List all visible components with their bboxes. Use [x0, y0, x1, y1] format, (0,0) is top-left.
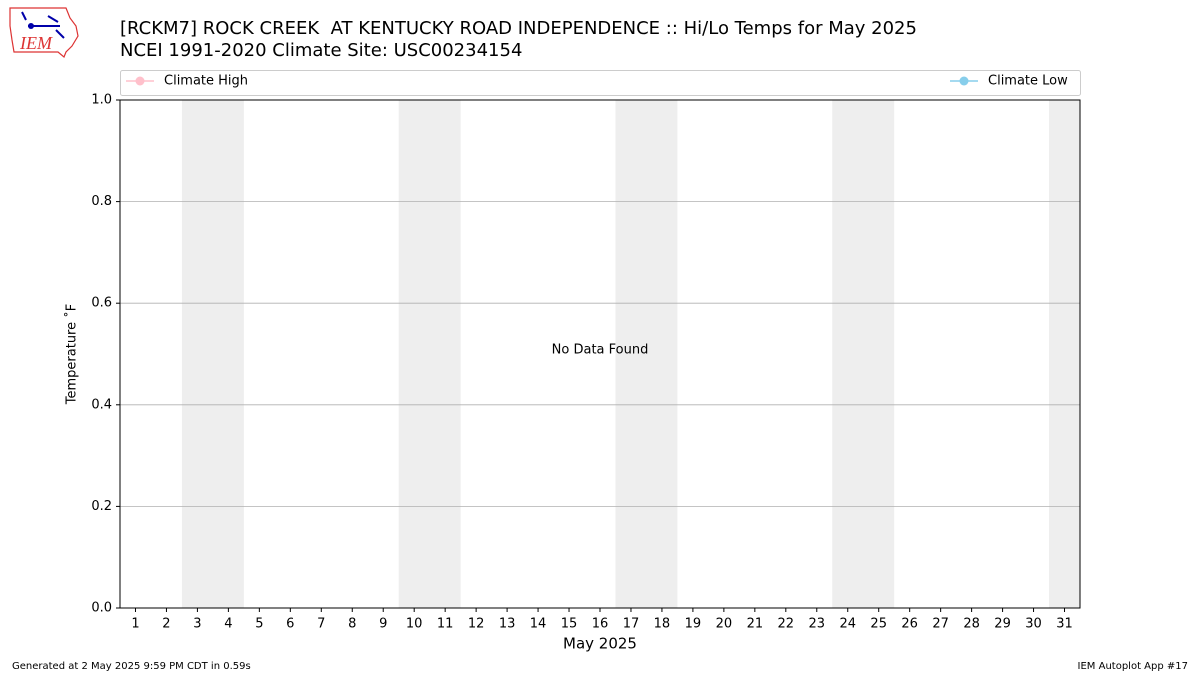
x-tick-label: 29 [994, 617, 1011, 632]
x-tick-label: 10 [406, 617, 423, 632]
weekend-band [1049, 100, 1080, 608]
x-tick-label: 23 [809, 617, 826, 632]
x-tick-label: 26 [901, 617, 918, 632]
y-tick-label: 0.2 [91, 499, 112, 514]
weekend-band [615, 100, 678, 608]
x-tick-label: 27 [932, 617, 949, 632]
annotation: No Data Found [552, 343, 649, 358]
logo-glyph [21, 11, 65, 39]
logo-dot [28, 23, 34, 29]
weekend-band [398, 100, 461, 608]
legend-box [120, 70, 1081, 96]
x-tick-label: 16 [592, 617, 609, 632]
x-tick-label: 2 [162, 617, 170, 632]
x-tick-label: 22 [778, 617, 795, 632]
x-tick-label: 19 [685, 617, 702, 632]
x-tick-label: 7 [317, 617, 325, 632]
x-tick-label: 4 [224, 617, 232, 632]
plot: 0.00.20.40.60.81.01 2 3 4 5 6 7 8 9 10 11 12 13 14 15 1… [91, 93, 1081, 632]
weekend-band [832, 100, 895, 608]
x-tick-label: 8 [348, 617, 356, 632]
chart-subtitle: NCEI 1991-2020 Climate Site: USC00234154 [120, 40, 522, 61]
legend-label: Climate High [164, 74, 248, 89]
x-tick-label: 28 [963, 617, 980, 632]
logo-outline [9, 7, 79, 58]
x-tick-label: 17 [623, 617, 640, 632]
x-tick-label: 24 [839, 617, 856, 632]
footer-left: Generated at 2 May 2025 9:59 PM CDT in 0… [12, 661, 251, 672]
x-tick-label: 25 [870, 617, 887, 632]
x-tick-label: 13 [499, 617, 516, 632]
legend-marker [135, 76, 145, 86]
x-tick-label: 3 [193, 617, 201, 632]
footer-right: IEM Autoplot App #17 [1078, 661, 1188, 672]
x-tick-label: 5 [255, 617, 263, 632]
x-tick-label: 1 [131, 617, 139, 632]
x-tick-label: 12 [468, 617, 485, 632]
x-tick-label: 18 [654, 617, 671, 632]
logo-text: IEM [19, 33, 53, 53]
x-tick-label: 31 [1056, 617, 1073, 632]
x-tick-label: 14 [530, 617, 547, 632]
x-tick-label: 20 [716, 617, 733, 632]
plot-frame [119, 99, 1081, 609]
x-tick-label: 9 [379, 617, 387, 632]
y-tick-label: 0.6 [91, 296, 112, 311]
y-tick-label: 0.8 [91, 194, 112, 209]
legend-marker [959, 76, 969, 86]
chart-title: [RCKM7] ROCK CREEK AT KENTUCKY ROAD INDE… [120, 18, 917, 39]
x-tick-label: 11 [437, 617, 454, 632]
logo: IEM [9, 7, 79, 58]
x-tick-label: 21 [747, 617, 764, 632]
y-tick-label: 0.0 [91, 601, 112, 616]
legend-label: Climate Low [988, 74, 1068, 89]
y-tick-label: 0.4 [91, 397, 112, 412]
weekend-band [181, 100, 244, 608]
x-tick-label: 15 [561, 617, 578, 632]
x-axis-label: May 2025 [563, 635, 637, 653]
x-tick-label: 6 [286, 617, 294, 632]
x-tick-label: 30 [1025, 617, 1042, 632]
y-tick-label: 1.0 [91, 93, 112, 108]
y-axis-label: Temperature ˚F [64, 304, 80, 405]
